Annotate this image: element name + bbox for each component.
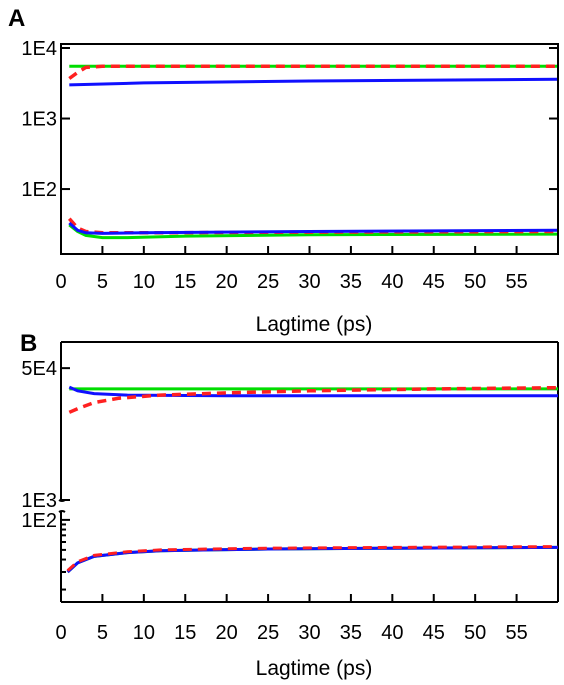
series-line	[68, 385, 558, 398]
series-line	[68, 385, 558, 414]
y-tick-label: 1E3	[21, 109, 57, 131]
x-tick-label: 50	[464, 622, 486, 644]
plot-frame	[60, 43, 559, 255]
x-tick-label: 10	[133, 271, 155, 293]
x-tick-label: 20	[216, 622, 238, 644]
y-tick-label: 1E2	[21, 179, 57, 201]
series-line	[66, 545, 558, 572]
y-tick-label: 1E4	[21, 38, 57, 60]
panel-label-a: A	[8, 5, 25, 32]
x-tick-label: 20	[216, 271, 238, 293]
x-tick-label: 25	[257, 271, 279, 293]
x-tick-label: 5	[97, 622, 108, 644]
x-tick-label: 10	[133, 622, 155, 644]
panel-a-x-axis-title: Lagtime (ps)	[256, 313, 373, 336]
x-tick-label: 50	[464, 271, 486, 293]
x-tick-label: 55	[505, 622, 527, 644]
series-line	[68, 64, 558, 80]
x-tick-label: 0	[55, 622, 66, 644]
x-tick-label: 5	[97, 271, 108, 293]
panel-b-x-axis-title: Lagtime (ps)	[256, 657, 373, 680]
x-tick-label: 35	[340, 622, 362, 644]
axis-break-mark	[58, 510, 66, 513]
x-tick-label: 30	[298, 622, 320, 644]
x-tick-label: 40	[381, 271, 403, 293]
x-tick-label: 25	[257, 622, 279, 644]
panel-label-b: B	[20, 330, 37, 357]
y-tick-label: 5E4	[21, 358, 57, 380]
x-tick-label: 30	[298, 271, 320, 293]
x-tick-label: 15	[174, 622, 196, 644]
series-line	[68, 221, 558, 235]
y-tick-label: 1E3	[21, 490, 57, 512]
x-tick-label: 55	[505, 271, 527, 293]
x-tick-label: 15	[174, 271, 196, 293]
x-tick-label: 45	[423, 622, 445, 644]
panel-a-chart: 0 5 10 15 20 25 30 35 40 45 50 55 1E4 1E3 1E2	[21, 38, 559, 293]
x-tick-label: 40	[381, 622, 403, 644]
x-tick-label: 45	[423, 271, 445, 293]
x-tick-label: 0	[55, 271, 66, 293]
series-line	[69, 77, 558, 87]
y-tick-label: 1E2	[21, 510, 57, 532]
x-tick-label: 35	[340, 271, 362, 293]
